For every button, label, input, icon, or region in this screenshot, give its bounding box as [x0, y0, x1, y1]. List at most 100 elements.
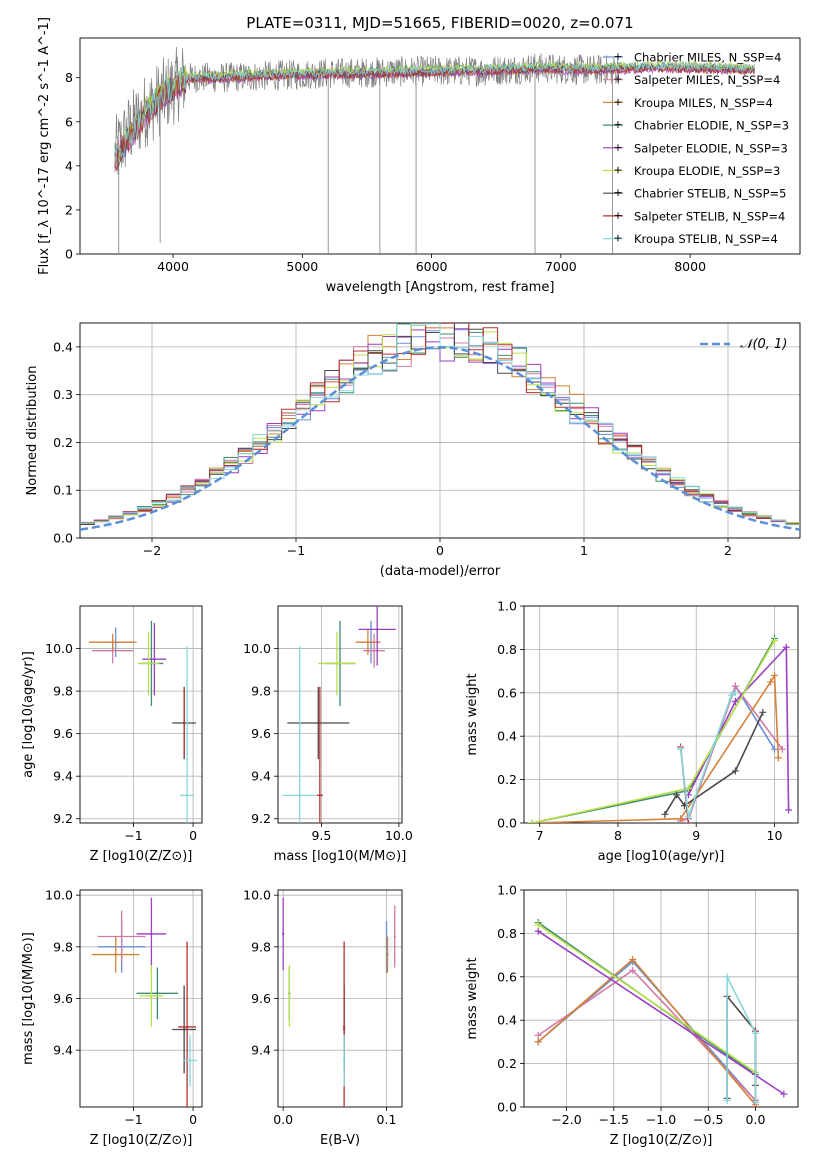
massweight-vs-Z-series-4	[537, 930, 785, 1095]
massweight-vs-Z-marker-8-3	[751, 1099, 759, 1107]
spectrum-ytick-label-0: 0	[65, 247, 73, 262]
residuals-ytick-label-3: 0.3	[53, 387, 73, 402]
mass-vs-ebv-point-7	[342, 1025, 346, 1029]
mass-vs-Z-xtick-label-1: 0	[189, 1112, 197, 1127]
massweight-vs-age-marker-2-3	[771, 671, 779, 679]
massweight-vs-Z-series-8	[726, 976, 757, 1103]
residual-hist-8	[80, 323, 800, 526]
spectrum-ytick-label-1: 2	[65, 202, 73, 217]
spectrum-xtick-label-2: 6000	[416, 259, 448, 274]
massweight-vs-Z-xtick-label-2: −1.0	[646, 1112, 676, 1127]
legend-label-4: Salpeter ELODIE, N_SSP=3	[634, 141, 788, 155]
age-vs-Z-ytick-label-1: 9.4	[53, 769, 73, 784]
legend-label-8: Kroupa STELIB, N_SSP=4	[634, 232, 778, 246]
massweight-vs-age-marker-4-2	[782, 643, 790, 651]
age-vs-mass-marks	[282, 606, 396, 823]
age-vs-Z-ytick-label-0: 9.2	[53, 811, 73, 826]
legend-label-3: Chabrier ELODIE, N_SSP=3	[634, 119, 789, 133]
age-vs-Z-xtick-label-1: 0	[189, 828, 197, 843]
massweight-vs-Z-xlabel: Z [log10(Z/Z⊙)]	[610, 1133, 713, 1148]
massweight-vs-Z-marks	[534, 919, 788, 1107]
spectrum-xlabel: wavelength [Angstrom, rest frame]	[326, 280, 555, 295]
massweight-vs-age-marker-0-3	[771, 745, 779, 753]
massweight-vs-age-marker-2-4	[774, 754, 782, 762]
massweight-vs-Z-ytick-label-5: 1.0	[497, 883, 517, 898]
massweight-vs-age-marker-5-1	[684, 784, 692, 792]
massweight-vs-age-marker-4-3	[785, 806, 793, 814]
massweight-vs-Z-marker-1-1	[629, 966, 637, 974]
legend-marker-6: +	[613, 186, 622, 199]
massweight-vs-age-xtick-label-2: 9	[692, 828, 700, 843]
massweight-vs-Z-xtick-label-4: 0.0	[746, 1112, 766, 1127]
residuals-xlabel: (data-model)/error	[380, 564, 501, 579]
mass-vs-Z-point-3	[156, 992, 159, 995]
chart-age-vs-Z: −1 0 9.2 9.4 9.6 9.8 10.0 Z [log10(Z/Z⊙)] age [l…	[21, 605, 203, 864]
age-vs-Z-ylabel: age [log10(age/yr)]	[21, 651, 36, 778]
massweight-vs-Z-series-1	[537, 969, 757, 1102]
age-vs-Z-point-5	[147, 662, 150, 665]
massweight-vs-age-xtick-label-3: 10	[767, 828, 783, 843]
residual-hist-7	[80, 323, 800, 525]
massweight-vs-Z-marker-2-0	[534, 1038, 542, 1046]
massweight-vs-Z-marker-4-0	[534, 927, 542, 935]
spectrum-model-5	[114, 59, 755, 167]
age-vs-mass-point-8	[298, 794, 301, 797]
massweight-vs-age-xtick-label-0: 7	[536, 828, 544, 843]
chart-residuals: −2 −1 0 1 2 0.0 0.1 0.2 0.3 0.4 (data-model)/error…	[25, 322, 801, 579]
age-vs-mass-point-2	[366, 640, 370, 644]
mass-vs-Z-xlabel: Z [log10(Z/Z⊙)]	[90, 1133, 193, 1148]
legend-label-2: Kroupa MILES, N_SSP=4	[634, 96, 773, 110]
massweight-vs-Z-marker-8-1	[723, 973, 731, 981]
age-vs-Z-point-7	[182, 721, 186, 725]
residuals-xtick-label-0: −2	[143, 543, 161, 558]
mass-vs-ebv-point-5	[288, 994, 291, 998]
mass-vs-Z-ytick-label-0: 9.4	[53, 1043, 73, 1058]
mass-vs-Z-point-8	[188, 1059, 192, 1062]
massweight-vs-Z-frame	[523, 889, 799, 1108]
massweight-vs-age-marker-6-0	[661, 810, 669, 818]
age-vs-Z-frame	[79, 605, 203, 824]
age-vs-mass-point-6	[317, 721, 320, 725]
mass-vs-Z-ytick-label-2: 9.8	[53, 939, 73, 954]
age-vs-mass-ytick-label-4: 10.0	[243, 641, 271, 656]
massweight-vs-age-marker-6-1	[673, 791, 681, 799]
massweight-vs-age-series-8	[679, 692, 736, 817]
chart-massweight-vs-Z: −2.0 −1.5 −1.0 −0.5 0.0 0.0 0.2 0.4 0.6 0.8 1.0 Z […	[465, 883, 799, 1148]
residuals-ytick-label-2: 0.2	[53, 435, 73, 450]
residuals-xtick-label-3: 1	[580, 543, 588, 558]
legend-label-7: Salpeter STELIB, N_SSP=4	[634, 209, 785, 223]
age-vs-Z-point-2	[111, 640, 114, 644]
age-vs-mass-ytick-label-0: 9.2	[251, 811, 271, 826]
massweight-vs-Z-marker-2-1	[629, 955, 637, 963]
age-vs-mass-ytick-label-3: 9.8	[251, 684, 271, 699]
massweight-vs-Z-marker-4-1	[780, 1090, 788, 1098]
mass-vs-ebv-point-8	[342, 1059, 346, 1062]
massweight-vs-age-xlabel: age [log10(age/yr)]	[598, 849, 725, 864]
mass-vs-Z-xtick-label-0: −1	[124, 1112, 142, 1127]
massweight-vs-Z-ylabel: mass weight	[465, 957, 480, 1039]
mass-vs-ebv-ytick-label-1: 9.6	[251, 991, 271, 1006]
massweight-vs-age-marker-1-2	[731, 682, 739, 690]
legend-marker-2: +	[613, 95, 622, 108]
massweight-vs-age-marker-6-3	[731, 767, 739, 775]
age-vs-Z-xlabel: Z [log10(Z/Z⊙)]	[90, 849, 193, 864]
legend-label-1: Salpeter MILES, N_SSP=4	[634, 73, 780, 87]
massweight-vs-age-ytick-label-2: 0.4	[497, 729, 517, 744]
legend-label-5: Kroupa ELODIE, N_SSP=3	[634, 164, 780, 178]
massweight-vs-Z-series-2	[537, 958, 757, 1106]
massweight-vs-Z-ytick-label-0: 0.0	[497, 1100, 517, 1115]
spectrum-marks	[114, 46, 755, 254]
age-vs-mass-point-5	[335, 662, 339, 665]
legend-marker-0: +	[613, 50, 622, 63]
spectrum-xtick-label-1: 5000	[286, 259, 318, 274]
spectrum-legend: + Chabrier MILES, N_SSP=4 + Salpeter MILES,…	[603, 50, 789, 246]
chart-mass-vs-Z: −1 0 9.4 9.6 9.8 10.0 Z [log10(Z/Z⊙)] mass [log…	[21, 888, 203, 1148]
massweight-vs-Z-xtick-label-1: −1.5	[599, 1112, 629, 1127]
mass-vs-ebv-point-4	[281, 932, 285, 936]
residuals-xtick-label-1: −1	[287, 543, 305, 558]
spectrum-ytick-label-4: 8	[65, 70, 73, 85]
massweight-vs-Z-xtick-label-3: −0.5	[693, 1112, 723, 1127]
legend-marker-1: +	[613, 73, 622, 86]
